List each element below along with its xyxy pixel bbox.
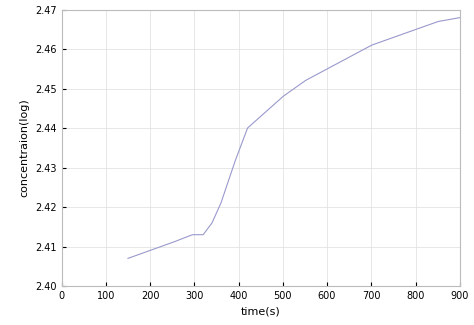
X-axis label: time(s): time(s) bbox=[241, 306, 281, 317]
Y-axis label: concentraion(log): concentraion(log) bbox=[19, 98, 29, 197]
